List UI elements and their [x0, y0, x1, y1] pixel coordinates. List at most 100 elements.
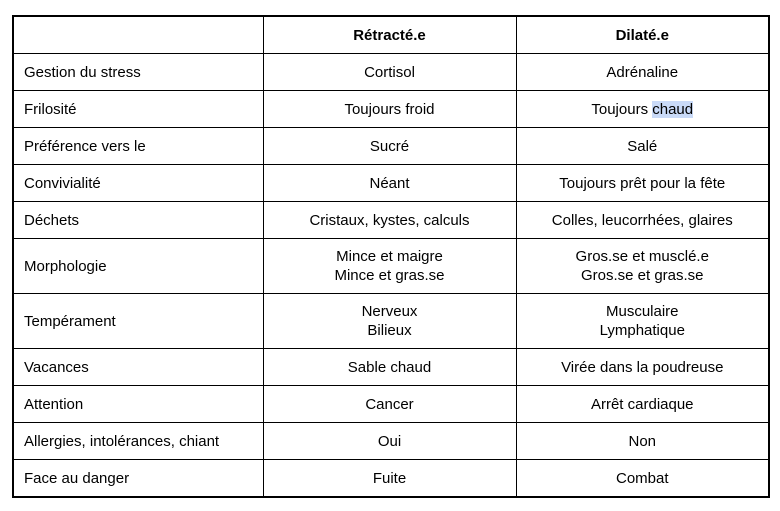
table-row: Convivialité Néant Toujours prêt pour la f… — [12, 164, 770, 202]
cell-text: Lymphatique — [599, 322, 685, 339]
retracte-cell: Cancer — [262, 385, 517, 423]
cell-line: Gros.se et musclé.e — [523, 247, 763, 266]
row-label: Morphologie — [12, 238, 264, 294]
retracte-cell: Sable chaud — [262, 348, 517, 386]
header-row: Rétracté.e Dilaté.e — [12, 15, 770, 54]
retracte-cell: Toujours froid — [262, 90, 517, 128]
retracte-cell: Sucré — [262, 127, 517, 165]
retracte-cell: Mince et maigre Mince et gras.se — [262, 238, 517, 294]
cell-line: Toujours chaud — [523, 100, 763, 119]
dilate-cell: Combat — [515, 459, 770, 498]
cell-text: Colles, leucorrhées, glaires — [551, 211, 733, 229]
dilate-cell: Arrêt cardiaque — [515, 385, 770, 423]
cell-line: Arrêt cardiaque — [523, 395, 763, 414]
cell-text: Néant — [369, 174, 410, 192]
table-row: Face au danger Fuite Combat — [12, 459, 770, 498]
cell-line: Mince et maigre — [270, 247, 510, 266]
cell-text: Combat — [615, 469, 669, 487]
table-row: Déchets Cristaux, kystes, calculs Colles, … — [12, 201, 770, 239]
retracte-cell: Cristaux, kystes, calculs — [262, 201, 517, 239]
table-row: Vacances Sable chaud Virée dans la poudreu… — [12, 348, 770, 386]
retracte-cell: Nerveux Bilieux — [262, 293, 517, 349]
cell-line: Gros.se et gras.se — [523, 266, 763, 285]
comparison-table: Rétracté.e Dilaté.e Gestion du stress Cor… — [12, 15, 770, 498]
table-body: Gestion du stress Cortisol Adrénaline Frilo… — [12, 53, 770, 498]
table-row: Préférence vers le Sucré Salé — [12, 127, 770, 165]
cell-line: Combat — [523, 469, 763, 488]
cell-line: Néant — [270, 174, 510, 193]
dilate-cell: Non — [515, 422, 770, 460]
cell-text: Mince et maigre — [336, 248, 443, 265]
cell-text: Toujours froid — [344, 100, 435, 118]
table-row: Tempérament Nerveux Bilieux Musculaire Lymph… — [12, 293, 770, 349]
cell-line: Cristaux, kystes, calculs — [270, 211, 510, 230]
retracte-cell: Fuite — [262, 459, 517, 498]
cell-text: Cristaux, kystes, calculs — [309, 211, 470, 229]
cell-line: Salé — [523, 137, 763, 156]
column-header-retracte: Rétracté.e — [262, 15, 517, 54]
cell-text: Virée dans la poudreuse — [561, 358, 724, 376]
cell-text: Sucré — [369, 137, 410, 155]
cell-line: Adrénaline — [523, 63, 763, 82]
cell-text: Sable chaud — [347, 358, 432, 376]
cell-text: Gros.se et musclé.e — [575, 248, 709, 265]
cell-line: Bilieux — [270, 321, 510, 340]
cell-line: Virée dans la poudreuse — [523, 358, 763, 377]
column-header-dilate: Dilaté.e — [515, 15, 770, 54]
cell-line: Musculaire — [523, 302, 763, 321]
dilate-cell: Toujours prêt pour la fête — [515, 164, 770, 202]
row-label: Vacances — [12, 348, 264, 386]
cell-text: Cancer — [365, 395, 414, 413]
row-label: Préférence vers le — [12, 127, 264, 165]
cell-line: Cortisol — [270, 63, 510, 82]
row-label: Face au danger — [12, 459, 264, 498]
table-row: Attention Cancer Arrêt cardiaque — [12, 385, 770, 423]
cell-text: Adrénaline — [606, 63, 679, 81]
dilate-cell: Toujours chaud — [515, 90, 770, 128]
cell-line: Mince et gras.se — [270, 266, 510, 285]
cell-text: Mince et gras.se — [334, 267, 445, 284]
cell-line: Sucré — [270, 137, 510, 156]
cell-text: Musculaire — [605, 303, 679, 320]
cell-text: Gros.se et gras.se — [580, 267, 704, 284]
cell-text: Non — [628, 432, 657, 450]
cell-line: Fuite — [270, 469, 510, 488]
table-row: Gestion du stress Cortisol Adrénaline — [12, 53, 770, 91]
cell-text: Oui — [377, 432, 402, 450]
cell-line: Oui — [270, 432, 510, 451]
dilate-cell: Colles, leucorrhées, glaires — [515, 201, 770, 239]
cell-text: Toujours — [591, 100, 653, 118]
cell-line: Toujours froid — [270, 100, 510, 119]
cell-line: Cancer — [270, 395, 510, 414]
table-row: Morphologie Mince et maigre Mince et gras.… — [12, 238, 770, 294]
cell-text: Salé — [627, 137, 658, 155]
row-label: Déchets — [12, 201, 264, 239]
retracte-cell: Néant — [262, 164, 517, 202]
cell-line: Non — [523, 432, 763, 451]
dilate-cell: Gros.se et musclé.e Gros.se et gras.se — [515, 238, 770, 294]
cell-line: Toujours prêt pour la fête — [523, 174, 763, 193]
cell-text: Cortisol — [364, 63, 415, 81]
table-row: Allergies, intolérances, chiant Oui Non — [12, 422, 770, 460]
cell-text: Fuite — [372, 469, 407, 487]
dilate-cell: Salé — [515, 127, 770, 165]
highlighted-text[interactable]: chaud — [652, 100, 694, 118]
cell-line: Nerveux — [270, 302, 510, 321]
cell-text: Bilieux — [367, 322, 412, 339]
cell-text: Nerveux — [361, 303, 418, 320]
dilate-cell: Musculaire Lymphatique — [515, 293, 770, 349]
row-label: Attention — [12, 385, 264, 423]
cell-text: Arrêt cardiaque — [590, 395, 694, 413]
cell-line: Lymphatique — [523, 321, 763, 340]
retracte-cell: Cortisol — [262, 53, 517, 91]
cell-text: Toujours prêt pour la fête — [559, 174, 726, 192]
row-label: Allergies, intolérances, chiant — [12, 422, 264, 460]
row-label: Gestion du stress — [12, 53, 264, 91]
dilate-cell: Virée dans la poudreuse — [515, 348, 770, 386]
cell-line: Colles, leucorrhées, glaires — [523, 211, 763, 230]
dilate-cell: Adrénaline — [515, 53, 770, 91]
row-label: Convivialité — [12, 164, 264, 202]
row-label: Tempérament — [12, 293, 264, 349]
cell-line: Sable chaud — [270, 358, 510, 377]
